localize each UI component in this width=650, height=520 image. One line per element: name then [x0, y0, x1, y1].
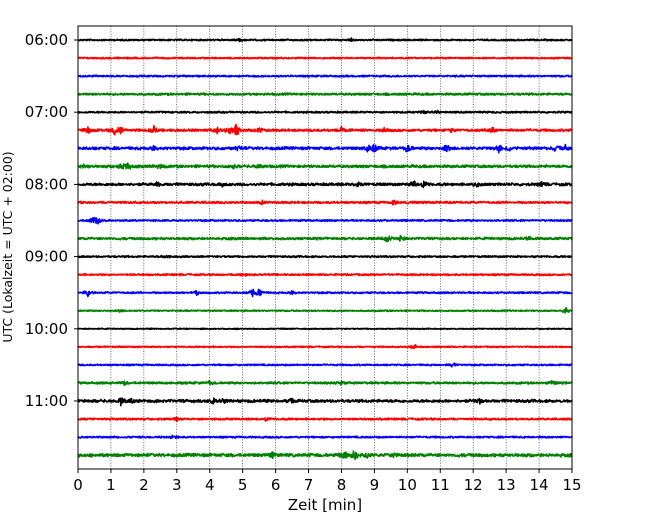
y-axis-label: UTC (Lokalzeit = UTC + 02:00)	[0, 151, 15, 342]
x-tick-label: 0	[73, 476, 83, 494]
x-tick-label: 7	[304, 476, 314, 494]
trace-0745	[77, 162, 573, 170]
x-tick-label: 9	[370, 476, 380, 494]
trace-0730	[77, 143, 573, 154]
x-tick-label: 1	[106, 476, 116, 494]
trace-0800	[77, 180, 573, 189]
x-axis-label: Zeit [min]	[288, 496, 362, 514]
y-axis-ticks: 06:00 07:00 08:00 09:00 10:00 11:00	[25, 31, 78, 410]
trace-1100	[77, 397, 573, 407]
trace-1000	[77, 327, 573, 331]
x-tick-label: 15	[562, 476, 581, 494]
trace-0645	[77, 92, 573, 97]
y-tick-label: 11:00	[25, 392, 68, 410]
trace-1045	[77, 379, 573, 386]
x-tick-label: 4	[205, 476, 215, 494]
x-tick-label: 13	[497, 476, 516, 494]
trace-0600	[77, 37, 573, 43]
trace-1145	[77, 450, 573, 461]
plot-frame	[77, 25, 573, 470]
trace-1130	[77, 434, 573, 440]
trace-0915	[77, 272, 573, 277]
trace-1115	[77, 416, 573, 423]
seismogram-traces	[77, 37, 573, 461]
trace-0830	[77, 216, 573, 225]
y-tick-label: 06:00	[25, 31, 68, 49]
trace-0945	[77, 306, 573, 314]
trace-0845	[77, 234, 573, 243]
x-tick-label: 14	[530, 476, 549, 494]
trace-0715	[77, 123, 573, 136]
x-tick-label: 8	[337, 476, 347, 494]
x-tick-label: 10	[398, 476, 417, 494]
trace-0930	[77, 288, 573, 298]
x-tick-label: 3	[172, 476, 182, 494]
x-tick-label: 6	[271, 476, 281, 494]
x-axis-ticks: 0 1 2 3 4 5 6 7 8 9 10 11 12 13 14 15	[73, 469, 582, 494]
minute-gridlines	[110, 26, 540, 469]
trace-0630	[77, 74, 573, 78]
trace-0615	[77, 56, 573, 60]
y-tick-label: 07:00	[25, 103, 68, 121]
trace-1015	[77, 344, 573, 350]
x-tick-label: 12	[464, 476, 483, 494]
x-tick-label: 2	[139, 476, 149, 494]
y-tick-label: 10:00	[25, 320, 68, 338]
x-tick-label: 5	[238, 476, 248, 494]
trace-0700	[77, 109, 573, 115]
trace-0900	[77, 254, 573, 259]
y-tick-label: 08:00	[25, 175, 68, 193]
trace-0815	[77, 199, 573, 206]
trace-1030	[77, 362, 573, 368]
y-tick-label: 09:00	[25, 248, 68, 266]
x-tick-label: 11	[431, 476, 450, 494]
